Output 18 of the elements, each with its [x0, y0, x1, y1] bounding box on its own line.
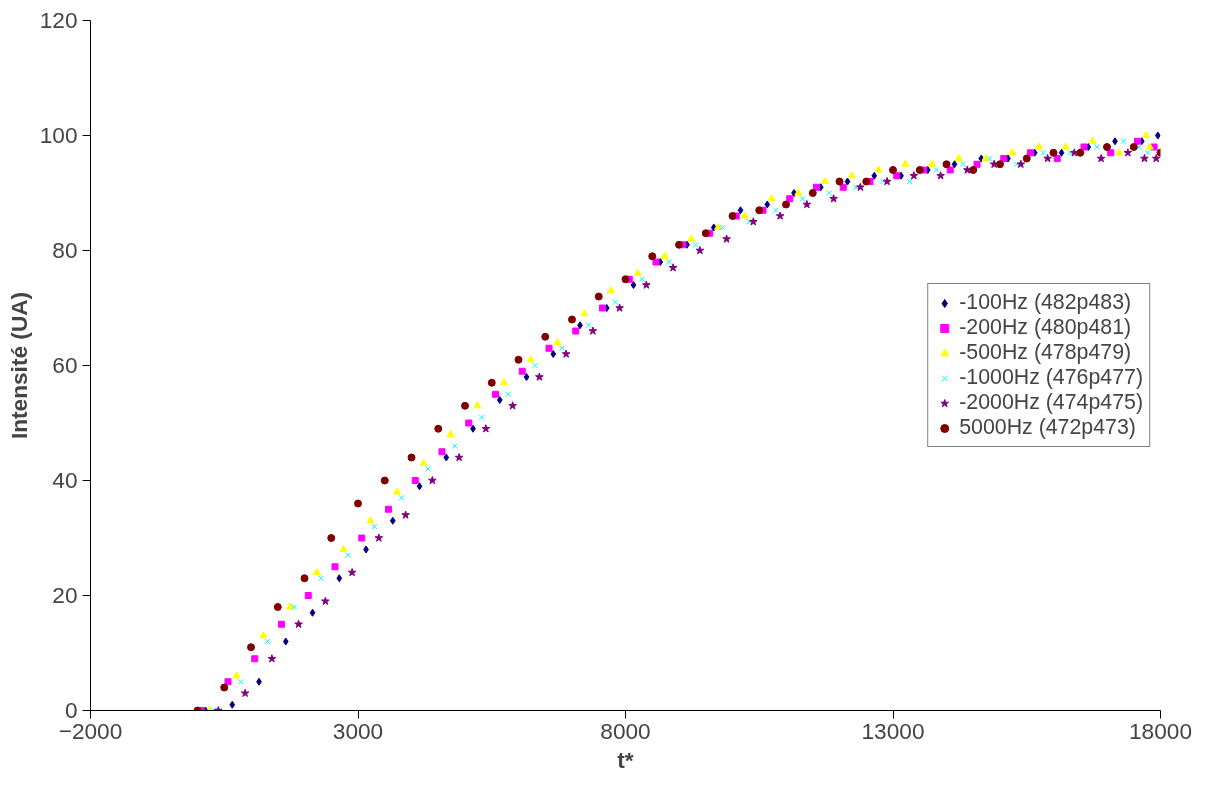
- y-tick-label: 120: [39, 7, 78, 33]
- legend-label: -500Hz (478p479): [959, 340, 1132, 365]
- legend-label: -2000Hz (474p475): [959, 390, 1143, 415]
- legend-label: 5000Hz (472p473): [959, 415, 1136, 440]
- y-axis-title: Intensité (UA): [5, 291, 32, 440]
- x-tick-label: 8000: [600, 717, 651, 744]
- y-tick-label: 60: [52, 352, 78, 378]
- y-tick-label: 80: [52, 237, 78, 263]
- legend-label: -1000Hz (476p477): [959, 365, 1143, 390]
- y-tick-label: 40: [52, 467, 78, 493]
- y-tick-label: 20: [52, 582, 78, 608]
- x-tick-label: 3000: [332, 717, 384, 744]
- x-axis-title: t*: [617, 746, 634, 773]
- x-tick-label: 13000: [861, 717, 925, 744]
- y-tick-label: 100: [39, 122, 78, 148]
- x-tick-label: 18000: [1129, 717, 1193, 744]
- legend-label: -100Hz (482p483): [959, 290, 1132, 315]
- legend-label: -200Hz (480p481): [959, 315, 1132, 340]
